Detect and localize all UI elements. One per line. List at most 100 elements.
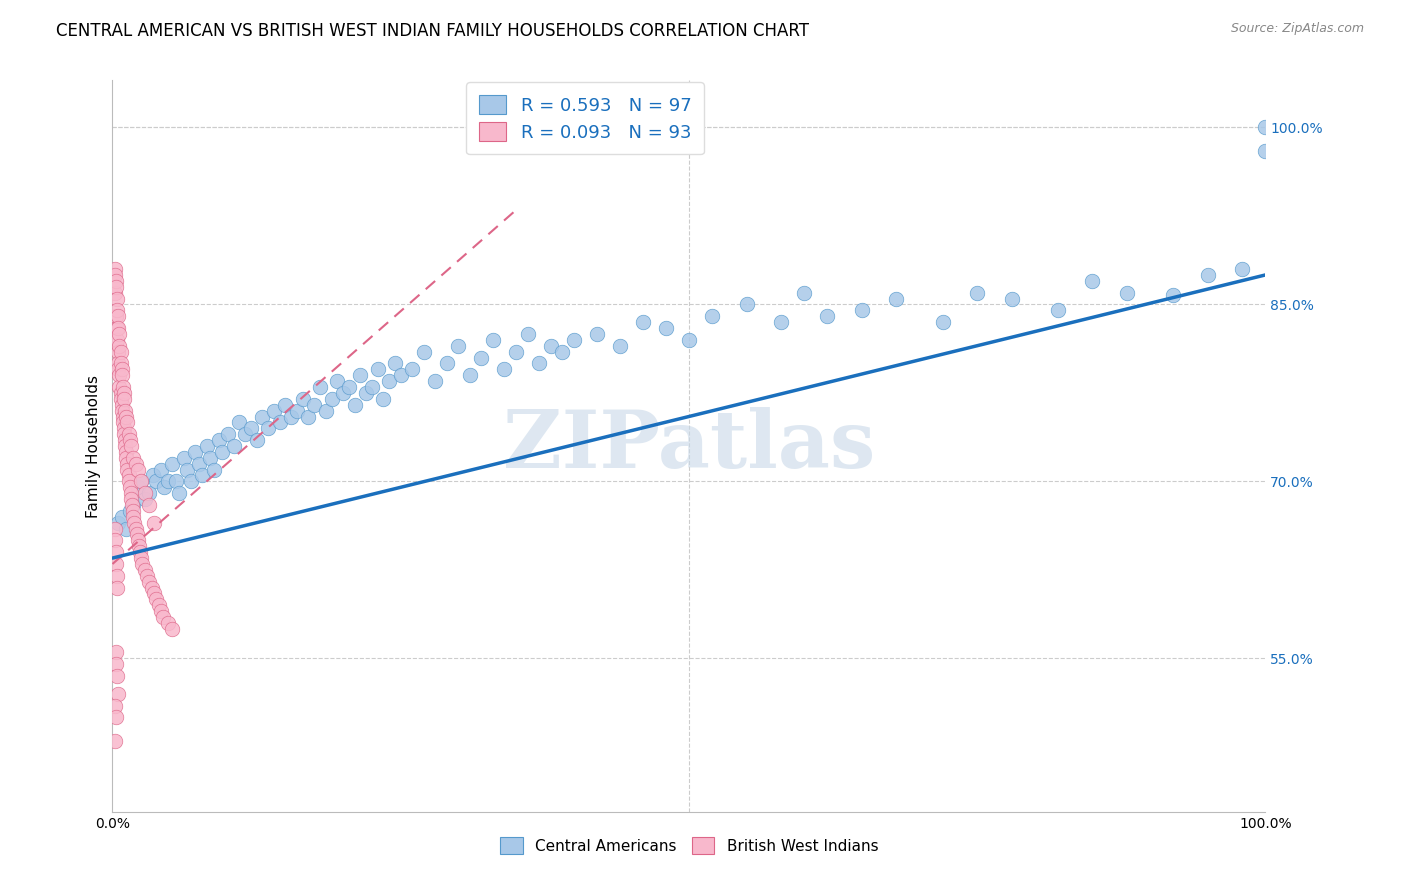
Point	[107, 310, 129, 324]
Point	[111, 380, 134, 394]
Point	[104, 533, 127, 548]
Point	[105, 669, 128, 683]
Point	[470, 351, 492, 365]
Point	[202, 462, 225, 476]
Point	[108, 380, 131, 394]
Point	[145, 592, 167, 607]
Point	[107, 687, 129, 701]
Point	[134, 492, 156, 507]
Point	[117, 462, 139, 476]
Point	[609, 339, 631, 353]
Point	[304, 398, 326, 412]
Point	[458, 368, 481, 383]
Point	[274, 398, 297, 412]
Point	[118, 480, 141, 494]
Point	[257, 421, 280, 435]
Point	[124, 516, 146, 530]
Point	[700, 310, 723, 324]
Point	[228, 416, 250, 430]
Point	[315, 403, 337, 417]
Point	[191, 468, 214, 483]
Point	[105, 568, 128, 582]
Point	[112, 392, 135, 406]
Point	[114, 439, 136, 453]
Point	[354, 385, 377, 400]
Point	[142, 468, 165, 483]
Point	[233, 427, 256, 442]
Point	[516, 326, 538, 341]
Point	[222, 439, 245, 453]
Point	[111, 416, 134, 430]
Point	[104, 285, 127, 300]
Point	[111, 368, 134, 383]
Point	[176, 462, 198, 476]
Point	[104, 734, 127, 748]
Point	[110, 385, 132, 400]
Point	[184, 445, 207, 459]
Point	[105, 292, 128, 306]
Point	[239, 421, 262, 435]
Point	[117, 427, 139, 442]
Point	[112, 385, 135, 400]
Point	[360, 380, 382, 394]
Point	[1232, 262, 1254, 277]
Point	[104, 557, 127, 571]
Point	[111, 362, 134, 376]
Point	[110, 392, 132, 406]
Point	[122, 498, 145, 512]
Point	[122, 450, 145, 465]
Point	[373, 392, 395, 406]
Point	[280, 409, 302, 424]
Point	[1081, 274, 1104, 288]
Y-axis label: Family Households: Family Households	[86, 375, 101, 517]
Point	[104, 522, 127, 536]
Text: CENTRAL AMERICAN VS BRITISH WEST INDIAN FAMILY HOUSEHOLDS CORRELATION CHART: CENTRAL AMERICAN VS BRITISH WEST INDIAN …	[56, 22, 810, 40]
Point	[104, 545, 127, 559]
Point	[309, 380, 332, 394]
Point	[337, 380, 360, 394]
Point	[115, 445, 138, 459]
Point	[107, 516, 129, 530]
Point	[104, 710, 127, 724]
Point	[149, 604, 172, 618]
Point	[138, 574, 160, 589]
Point	[482, 333, 505, 347]
Point	[285, 403, 308, 417]
Point	[111, 409, 134, 424]
Point	[447, 339, 470, 353]
Point	[343, 398, 366, 412]
Point	[134, 486, 156, 500]
Point	[263, 403, 285, 417]
Point	[162, 622, 184, 636]
Point	[104, 310, 127, 324]
Point	[187, 457, 211, 471]
Point	[886, 292, 908, 306]
Point	[326, 374, 349, 388]
Point	[108, 368, 131, 383]
Point	[129, 475, 153, 489]
Point	[1254, 120, 1277, 135]
Point	[107, 362, 129, 376]
Point	[389, 368, 412, 383]
Point	[770, 315, 793, 329]
Point	[173, 450, 195, 465]
Point	[156, 615, 179, 630]
Point	[149, 462, 172, 476]
Point	[245, 433, 267, 447]
Point	[655, 321, 678, 335]
Point	[104, 268, 127, 282]
Point	[108, 326, 131, 341]
Point	[115, 522, 138, 536]
Point	[104, 274, 127, 288]
Text: Source: ZipAtlas.com: Source: ZipAtlas.com	[1230, 22, 1364, 36]
Point	[131, 557, 153, 571]
Point	[349, 368, 371, 383]
Point	[384, 356, 406, 370]
Point	[200, 450, 222, 465]
Point	[115, 450, 138, 465]
Point	[104, 262, 127, 277]
Point	[117, 457, 139, 471]
Point	[1001, 292, 1024, 306]
Point	[115, 409, 138, 424]
Point	[107, 321, 129, 335]
